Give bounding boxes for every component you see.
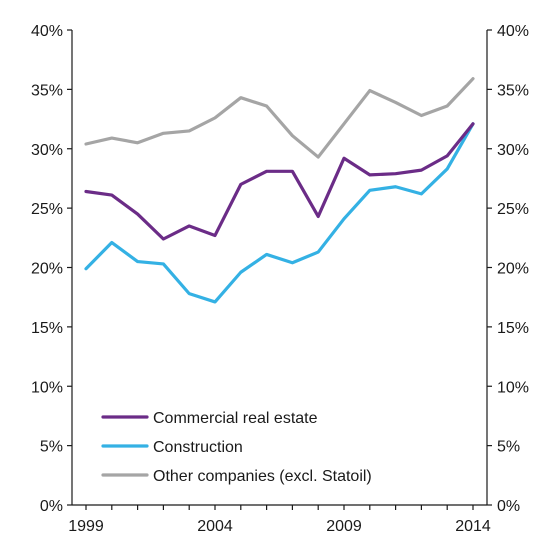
x-tick-label: 2009 [326, 518, 362, 535]
right-tick-label: 20% [497, 261, 529, 278]
left-tick-label: 30% [31, 142, 63, 159]
x-tick-label: 2014 [455, 518, 491, 535]
left-tick-label: 35% [31, 82, 63, 99]
x-tick-label: 1999 [68, 518, 104, 535]
right-tick-label: 10% [497, 379, 529, 396]
x-tick-label: 2004 [197, 518, 233, 535]
left-tick-label: 15% [31, 320, 63, 337]
series-line-commercial-real-estate [84, 122, 475, 241]
chart-axes [71, 30, 488, 506]
right-tick-label: 25% [497, 201, 529, 218]
legend-label-commercial-real-estate: Commercial real estate [153, 410, 318, 427]
left-tick-label: 20% [31, 261, 63, 278]
right-tick-label: 15% [497, 320, 529, 337]
legend-item-construction: Construction [101, 439, 243, 456]
right-tick-label: 5% [497, 439, 520, 456]
x-ticks: 1999 2004 2009 2014 [68, 505, 491, 535]
legend-label-other-companies: Other companies (excl. Statoil) [153, 468, 372, 485]
left-tick-label: 25% [31, 201, 63, 218]
left-tick-label: 0% [40, 498, 63, 515]
series-line-construction [84, 122, 475, 304]
left-tick-label: 5% [40, 439, 63, 456]
left-tick-label: 40% [31, 23, 63, 40]
right-y-ticks: 0% 5% 10% 15% 20% 25% 30% 35% 40% [487, 23, 529, 515]
right-tick-label: 0% [497, 498, 520, 515]
series-line-other-companies-excl-statoil [84, 77, 475, 159]
legend-item-other-companies: Other companies (excl. Statoil) [101, 468, 372, 485]
right-tick-label: 40% [497, 23, 529, 40]
legend: Commercial real estate Construction Othe… [101, 410, 372, 485]
right-tick-label: 30% [497, 142, 529, 159]
right-tick-label: 35% [497, 82, 529, 99]
left-tick-label: 10% [31, 379, 63, 396]
legend-item-commercial-real-estate: Commercial real estate [101, 410, 318, 427]
left-y-ticks: 0% 5% 10% 15% 20% 25% 30% 35% 40% [31, 23, 72, 515]
series-layer [84, 77, 475, 304]
legend-label-construction: Construction [153, 439, 243, 456]
